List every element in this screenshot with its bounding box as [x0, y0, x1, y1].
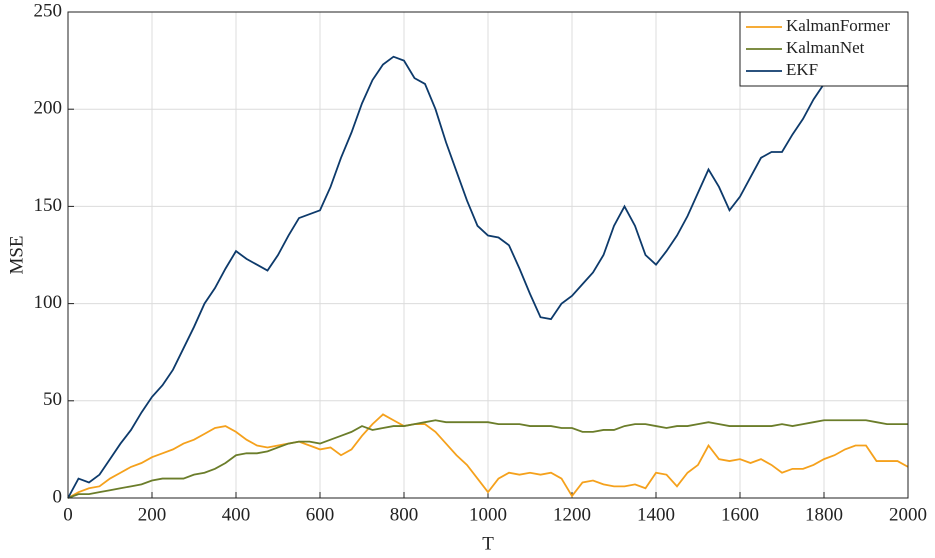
y-tick-label: 150 [34, 195, 63, 216]
y-axis-label: MSE [6, 235, 27, 274]
x-tick-label: 2000 [889, 504, 927, 525]
series-line [67, 30, 909, 499]
y-tick-label: 0 [53, 486, 63, 507]
x-axis-label: T [482, 533, 494, 554]
x-tick-label: 400 [222, 504, 251, 525]
x-tick-label: 200 [138, 504, 167, 525]
y-tick-label: 250 [34, 0, 63, 21]
series-line [67, 419, 908, 499]
plot-frame [67, 11, 909, 499]
x-tick-label: 1800 [805, 504, 843, 525]
series-line [67, 413, 909, 499]
x-tick-label: 1000 [469, 504, 507, 525]
y-tick-label: 100 [34, 292, 63, 313]
x-tick-label: 1400 [637, 504, 675, 525]
legend-label: KalmanNet [786, 38, 865, 57]
legend-label: KalmanFormer [786, 16, 890, 35]
y-tick-label: 50 [43, 389, 62, 410]
x-tick-label: 1600 [721, 504, 759, 525]
x-tick-label: 800 [390, 504, 419, 525]
x-tick-label: 1200 [553, 504, 591, 525]
x-tick-label: 0 [63, 504, 73, 525]
x-tick-label: 600 [306, 504, 335, 525]
y-tick-label: 200 [34, 98, 63, 119]
legend-label: EKF [786, 60, 818, 79]
legend: KalmanFormer KalmanNet EKF [739, 11, 909, 87]
